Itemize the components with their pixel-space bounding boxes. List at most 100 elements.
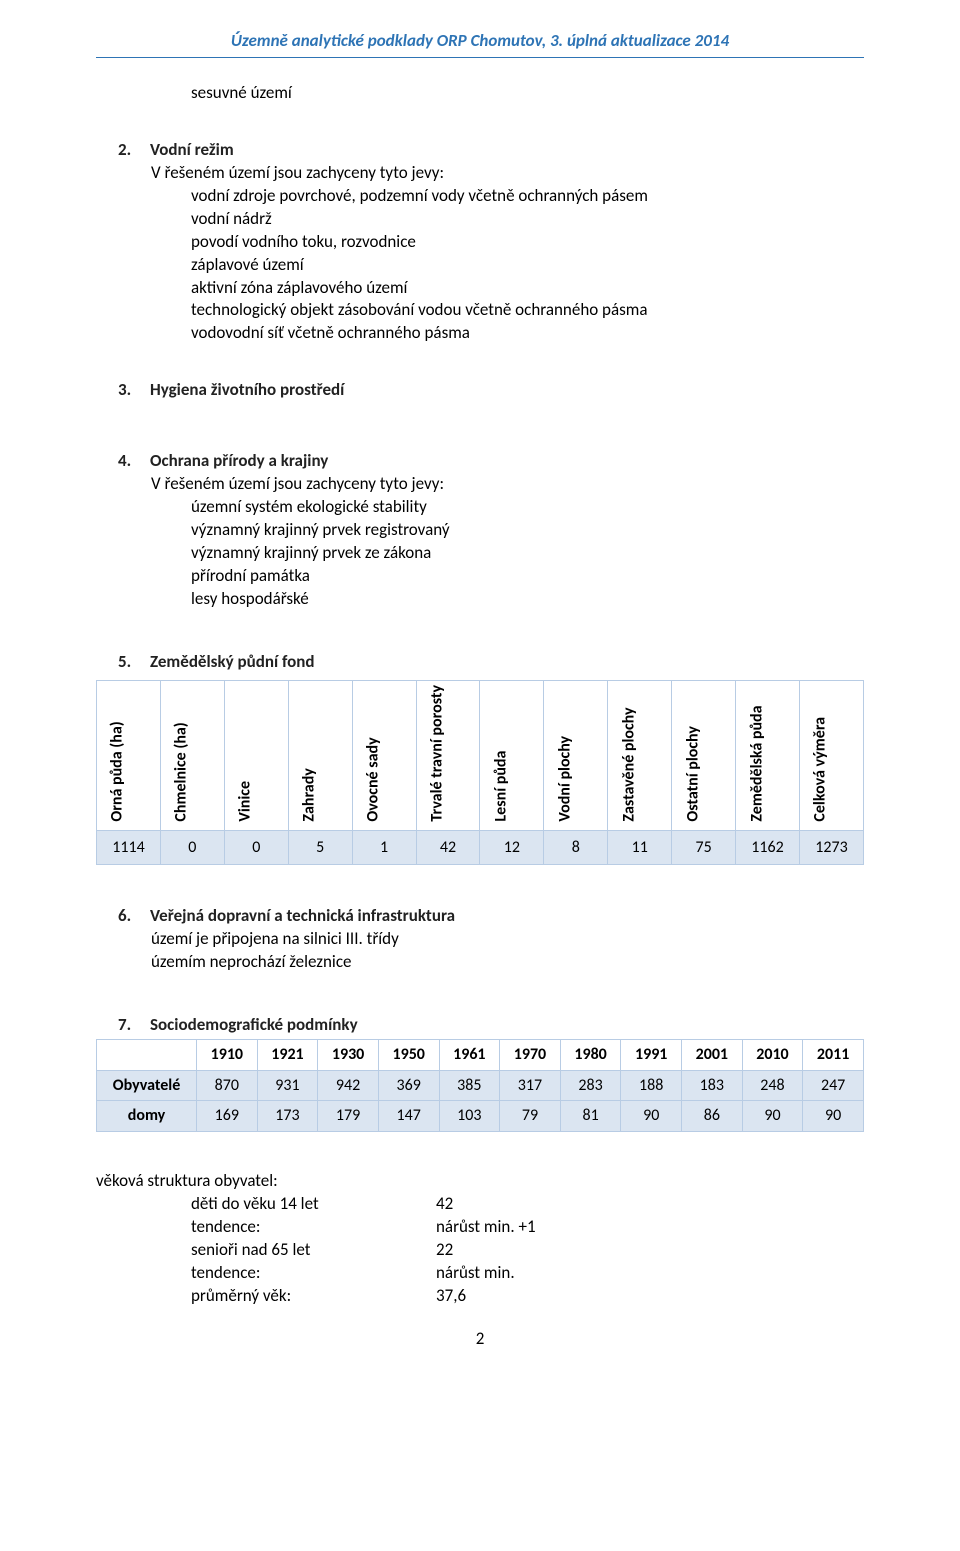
age-structure-value: 22	[436, 1239, 453, 1262]
section-4-heading: 4. Ochrana přírody a krajiny	[118, 450, 864, 473]
land-use-cell: 1162	[736, 830, 800, 865]
section-2-intro: V řešeném území jsou zachyceny tyto jevy…	[151, 162, 864, 185]
land-use-cell: 1	[352, 830, 416, 865]
demographics-cell: 870	[197, 1070, 258, 1101]
section-6-line-2: územím neprochází železnice	[151, 951, 864, 974]
demographics-cell: 179	[318, 1101, 379, 1132]
land-use-column-header: Chmelnice (ha)	[160, 680, 224, 830]
section-6-line-1: území je připojena na silnici III. třídy	[151, 928, 864, 951]
land-use-column-header: Lesní půda	[480, 680, 544, 830]
section-6-heading: 6. Veřejná dopravní a technická infrastr…	[118, 905, 864, 928]
age-structure-heading: věková struktura obyvatel:	[96, 1170, 864, 1193]
section-4-title: Ochrana přírody a krajiny	[150, 450, 328, 473]
land-use-column-header: Zemědělská půda	[736, 680, 800, 830]
land-use-cell: 12	[480, 830, 544, 865]
demographics-row-label: Obyvatelé	[97, 1070, 197, 1101]
section-2-number: 2.	[118, 139, 150, 162]
land-use-column-header: Trvalé travní porosty	[416, 680, 480, 830]
section-5-title: Zemědělský půdní fond	[150, 651, 315, 674]
land-use-column-header: Ovocné sady	[352, 680, 416, 830]
age-structure-key: tendence:	[191, 1262, 436, 1285]
demographics-cell: 90	[742, 1101, 803, 1132]
land-use-column-header: Celková výměra	[799, 680, 863, 830]
demographics-cell: 90	[621, 1101, 682, 1132]
age-structure-value: 42	[436, 1193, 453, 1216]
demographics-years-row: 1910192119301950196119701980199120012010…	[97, 1040, 864, 1071]
demographics-year-header: 2011	[803, 1040, 864, 1071]
land-use-cell: 11	[608, 830, 672, 865]
demographics-year-header: 2001	[682, 1040, 743, 1071]
section-3-number: 3.	[118, 379, 150, 402]
demographics-year-header: 1910	[197, 1040, 258, 1071]
page-number: 2	[96, 1328, 864, 1351]
demographics-row-label: domy	[97, 1101, 197, 1132]
land-use-column-header: Ostatní plochy	[672, 680, 736, 830]
demographics-row: Obyvatelé8709319423693853172831881832482…	[97, 1070, 864, 1101]
age-structure-row: tendence:nárůst min.	[191, 1262, 864, 1285]
demographics-cell: 79	[500, 1101, 561, 1132]
land-use-table: Orná půda (ha)Chmelnice (ha)ViniceZahrad…	[96, 680, 864, 866]
demographics-cell: 90	[803, 1101, 864, 1132]
demographics-year-header: 1921	[257, 1040, 318, 1071]
section-3-title: Hygiena životního prostředí	[150, 379, 344, 402]
section-2-item: povodí vodního toku, rozvodnice	[191, 231, 864, 254]
age-structure-value: nárůst min. +1	[436, 1216, 536, 1239]
demographics-cell: 86	[682, 1101, 743, 1132]
demographics-cell: 369	[378, 1070, 439, 1101]
section-2-item: aktivní zóna záplavového území	[191, 277, 864, 300]
section-2-item: záplavové území	[191, 254, 864, 277]
age-structure-key: průměrný věk:	[191, 1285, 436, 1308]
section-4-item: významný krajinný prvek registrovaný	[191, 519, 864, 542]
demographics-cell: 183	[682, 1070, 743, 1101]
page-header-title: Územně analytické podklady ORP Chomutov,…	[96, 30, 864, 53]
section-6-number: 6.	[118, 905, 150, 928]
section-4-item: územní systém ekologické stability	[191, 496, 864, 519]
demographics-year-header: 1961	[439, 1040, 500, 1071]
demographics-year-header: 1980	[560, 1040, 621, 1071]
land-use-column-header: Vinice	[224, 680, 288, 830]
age-structure-key: senioři nad 65 let	[191, 1239, 436, 1262]
section-4-number: 4.	[118, 450, 150, 473]
land-use-cell: 5	[288, 830, 352, 865]
demographics-year-header: 1930	[318, 1040, 379, 1071]
section-4-item: významný krajinný prvek ze zákona	[191, 542, 864, 565]
section-3-heading: 3. Hygiena životního prostředí	[118, 379, 864, 402]
section-2-item: vodní zdroje povrchové, podzemní vody vč…	[191, 185, 864, 208]
demographics-corner-cell	[97, 1040, 197, 1071]
section-5-number: 5.	[118, 651, 150, 674]
demographics-cell: 103	[439, 1101, 500, 1132]
demographics-cell: 283	[560, 1070, 621, 1101]
demographics-table: 1910192119301950196119701980199120012010…	[96, 1039, 864, 1132]
demographics-row: domy169173179147103798190869090	[97, 1101, 864, 1132]
age-structure-key: tendence:	[191, 1216, 436, 1239]
section-7-number: 7.	[118, 1014, 150, 1037]
age-structure-value: nárůst min.	[436, 1262, 515, 1285]
land-use-data-row: 1114005142128117511621273	[97, 830, 864, 865]
section-4-item: lesy hospodářské	[191, 588, 864, 611]
land-use-cell: 1114	[97, 830, 161, 865]
demographics-year-header: 2010	[742, 1040, 803, 1071]
age-structure-row: průměrný věk:37,6	[191, 1285, 864, 1308]
section-7-title: Sociodemografické podmínky	[150, 1014, 358, 1037]
demographics-cell: 942	[318, 1070, 379, 1101]
demographics-year-header: 1970	[500, 1040, 561, 1071]
land-use-column-header: Zastavěné plochy	[608, 680, 672, 830]
land-use-column-header: Vodní plochy	[544, 680, 608, 830]
demographics-cell: 385	[439, 1070, 500, 1101]
demographics-cell: 931	[257, 1070, 318, 1101]
section-2-item: vodovodní síť včetně ochranného pásma	[191, 322, 864, 345]
demographics-year-header: 1950	[378, 1040, 439, 1071]
land-use-column-header: Orná půda (ha)	[97, 680, 161, 830]
land-use-cell: 42	[416, 830, 480, 865]
age-structure-row: senioři nad 65 let22	[191, 1239, 864, 1262]
demographics-cell: 81	[560, 1101, 621, 1132]
demographics-cell: 317	[500, 1070, 561, 1101]
land-use-header-row: Orná půda (ha)Chmelnice (ha)ViniceZahrad…	[97, 680, 864, 830]
land-use-cell: 0	[160, 830, 224, 865]
demographics-cell: 248	[742, 1070, 803, 1101]
section-4-item: přírodní památka	[191, 565, 864, 588]
demographics-cell: 169	[197, 1101, 258, 1132]
land-use-column-header: Zahrady	[288, 680, 352, 830]
section-2-title: Vodní režim	[150, 139, 234, 162]
age-structure-key: děti do věku 14 let	[191, 1193, 436, 1216]
